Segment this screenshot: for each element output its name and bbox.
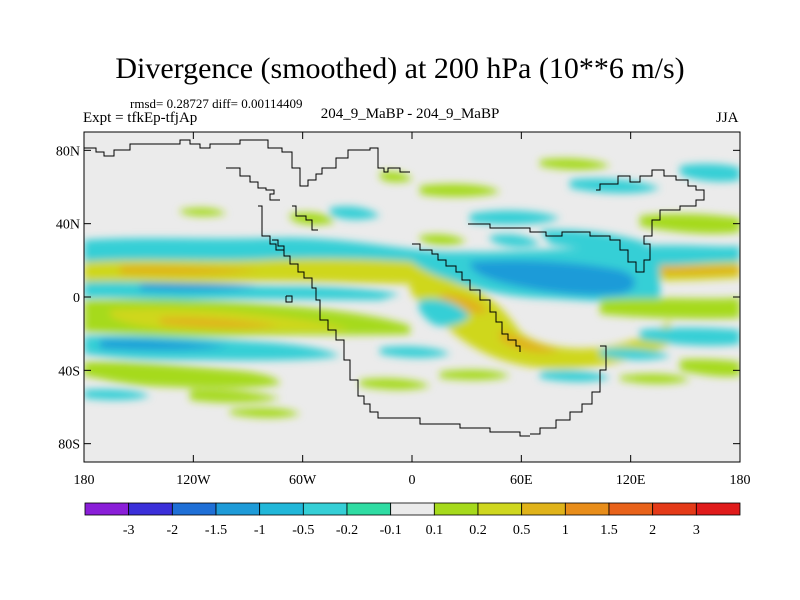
x-tick-label: 120W bbox=[176, 473, 211, 488]
colorbar-swatch bbox=[259, 502, 304, 516]
colorbar-swatch bbox=[695, 502, 741, 516]
stats-label: rmsd= 0.28727 diff= 0.00114409 bbox=[130, 96, 303, 111]
colorbar-swatch bbox=[84, 502, 130, 516]
colorbar-swatch bbox=[608, 502, 654, 516]
colorbar: -3 -2 -1.5 -1 -0.5 -0.2 -0.1 0.1 0.2 0.5 1 1.5 2 3 bbox=[84, 502, 741, 538]
colorbar-label: -1 bbox=[254, 523, 266, 538]
y-tick-label: 0 bbox=[73, 291, 80, 306]
colorbar-swatch bbox=[564, 502, 610, 516]
colorbar-swatch bbox=[477, 502, 523, 516]
colorbar-label: 0.2 bbox=[469, 523, 487, 538]
coastlines bbox=[84, 139, 705, 437]
colorbar-label: -0.5 bbox=[292, 523, 314, 538]
colorbar-swatch bbox=[390, 502, 435, 516]
axis-ticks bbox=[83, 132, 741, 462]
y-tick-label: 80S bbox=[58, 438, 80, 453]
map-title: Divergence (smoothed) at 200 hPa (10**6 … bbox=[115, 52, 685, 85]
colorbar-label: -2 bbox=[166, 523, 178, 538]
colorbar-swatch bbox=[171, 502, 217, 516]
x-tick-label: 60E bbox=[510, 473, 533, 488]
colorbar-label: 1 bbox=[562, 523, 569, 538]
x-tick-label: 0 bbox=[409, 473, 416, 488]
colorbar-swatch bbox=[521, 502, 566, 516]
colorbar-label: -0.2 bbox=[336, 523, 358, 538]
colorbar-label: 1.5 bbox=[600, 523, 618, 538]
colorbar-swatch bbox=[346, 502, 392, 516]
colorbar-label: -1.5 bbox=[205, 523, 227, 538]
colorbar-swatch bbox=[302, 502, 348, 516]
colorbar-swatch bbox=[128, 502, 173, 516]
experiment-label: Expt = tfkEp-tfjAp bbox=[83, 110, 198, 126]
tick-labels: 80N 40N 0 40S 80S 180 120W 60W 0 60E 120E 180 bbox=[56, 144, 751, 488]
colorbar-swatch bbox=[215, 502, 261, 516]
colorbar-label: 2 bbox=[649, 523, 656, 538]
y-tick-label: 40N bbox=[56, 218, 80, 233]
colorbar-label: -3 bbox=[123, 523, 135, 538]
season-label: JJA bbox=[716, 110, 739, 126]
center-label: 204_9_MaBP - 204_9_MaBP bbox=[320, 106, 500, 122]
colorbar-label: 3 bbox=[693, 523, 700, 538]
colorbar-label: 0.1 bbox=[426, 523, 444, 538]
x-tick-label: 120E bbox=[616, 473, 646, 488]
y-tick-label: 40S bbox=[58, 364, 80, 379]
colorbar-swatch bbox=[652, 502, 697, 516]
x-tick-label: 60W bbox=[289, 473, 317, 488]
y-tick-label: 80N bbox=[56, 144, 80, 159]
x-tick-label: 180 bbox=[74, 473, 95, 488]
x-tick-label: 180 bbox=[730, 473, 751, 488]
colorbar-label: -0.1 bbox=[380, 523, 402, 538]
colorbar-swatch bbox=[433, 502, 479, 516]
colorbar-label: 0.5 bbox=[513, 523, 531, 538]
